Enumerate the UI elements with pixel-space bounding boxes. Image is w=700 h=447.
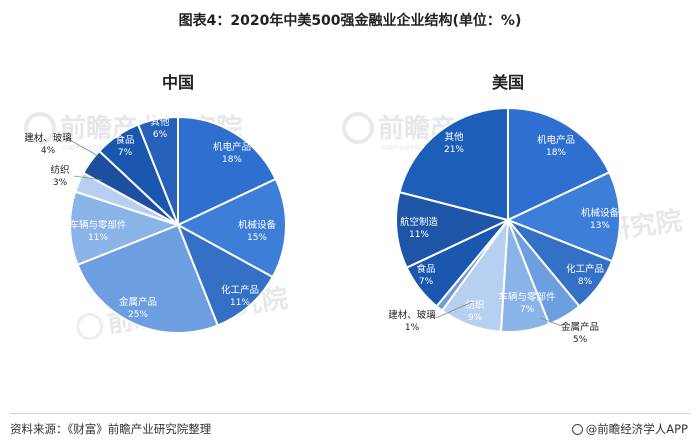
china-leader-line-5 (73, 175, 103, 181)
china-slice-1 (175, 177, 287, 279)
china-slice-name-8: 其他 (150, 116, 170, 128)
brand-logo-icon (571, 424, 583, 435)
china-slice-value-5: 3% (53, 178, 68, 188)
usa-slice-name-6: 建材、玻璃 (388, 309, 436, 321)
china-slice-value-1: 15% (247, 233, 267, 243)
china-slice-name-4: 车辆与零部件 (69, 219, 127, 231)
china-slice-name-3: 金属产品 (119, 296, 157, 308)
usa-slice-name-5: 纺织 (465, 299, 484, 311)
usa-chart-title: 美国 (492, 73, 524, 92)
usa-slice-name-8: 航空制造 (400, 216, 439, 228)
usa-slice-0 (507, 106, 611, 222)
usa-slice-value-3: 5% (573, 335, 588, 345)
page-title: 图表4：2020年中美500强金融业企业结构(单位：%) (178, 13, 522, 29)
china-slice-name-6: 建材、玻璃 (24, 132, 72, 144)
usa-slice-name-3: 金属产品 (561, 321, 599, 333)
china-slice-name-7: 食品 (115, 134, 134, 146)
usa-slice-8 (395, 190, 511, 270)
usa-slice-name-0: 机电产品 (537, 134, 575, 146)
china-slice-2 (176, 222, 274, 327)
usa-slice-1 (505, 170, 621, 263)
usa-slice-value-0: 18% (546, 148, 566, 158)
usa-slice-value-2: 8% (578, 277, 593, 287)
brand-text: @前瞻经济学人APP (585, 422, 688, 436)
brand-credit: @前瞻经济学人APP (571, 421, 688, 437)
china-slice-value-0: 18% (222, 155, 242, 165)
china-slice-3 (76, 223, 220, 334)
usa-slice-name-7: 食品 (416, 263, 435, 275)
usa-slice-value-7: 7% (419, 277, 434, 287)
usa-leader-line-3 (539, 317, 563, 327)
usa-pie: 机电产品 18% 机械设备 13% 化工产品 8% 金属产品 5% 车辆与零部件 7% 纺织 9% 建材… (388, 106, 621, 345)
pie-charts: 前瞻产业研究院 中国产业研究服务机构 产业规划 产业升级 前瞻产业研究院 中国产… (24, 73, 684, 345)
usa-slice-name-9: 其他 (444, 131, 464, 143)
china-chart-title: 中国 (162, 73, 194, 92)
china-slice-value-2: 11% (230, 298, 250, 308)
china-pie: 机电产品 18% 机械设备 15% 化工产品 11% 金属产品 25% 车辆与零部件 11% 纺织 3… (24, 115, 287, 334)
china-slice-value-8: 6% (153, 130, 168, 140)
usa-leader-line-6 (435, 301, 473, 319)
footer-divider (10, 413, 690, 414)
usa-slice-value-5: 9% (468, 313, 483, 323)
usa-slice-value-1: 13% (590, 221, 610, 231)
china-slice-8 (136, 115, 179, 226)
china-slice-value-6: 4% (41, 146, 56, 156)
usa-slice-name-4: 车辆与零部件 (498, 291, 556, 303)
china-slice-value-4: 11% (88, 233, 108, 243)
usa-slice-name-1: 机械设备 (581, 207, 620, 219)
usa-slice-name-2: 化工产品 (566, 263, 604, 275)
china-slice-name-0: 机电产品 (213, 141, 251, 153)
china-slice-value-3: 25% (128, 310, 148, 320)
china-slice-name-1: 机械设备 (238, 219, 277, 231)
usa-slice-value-8: 11% (409, 230, 429, 240)
china-slice-0 (177, 115, 278, 227)
china-slice-name-5: 纺织 (50, 164, 69, 176)
usa-slice-value-4: 7% (520, 305, 535, 315)
china-leader-line-6 (69, 139, 99, 157)
china-slice-value-7: 7% (118, 148, 133, 158)
usa-slice-value-9: 21% (444, 145, 464, 155)
source-note: 资料来源：《财富》前瞻产业研究院整理 (10, 422, 212, 436)
china-slice-4 (69, 190, 181, 267)
usa-slice-value-6: 1% (405, 323, 420, 333)
china-slice-name-2: 化工产品 (221, 284, 259, 296)
usa-slice-9 (398, 106, 509, 222)
